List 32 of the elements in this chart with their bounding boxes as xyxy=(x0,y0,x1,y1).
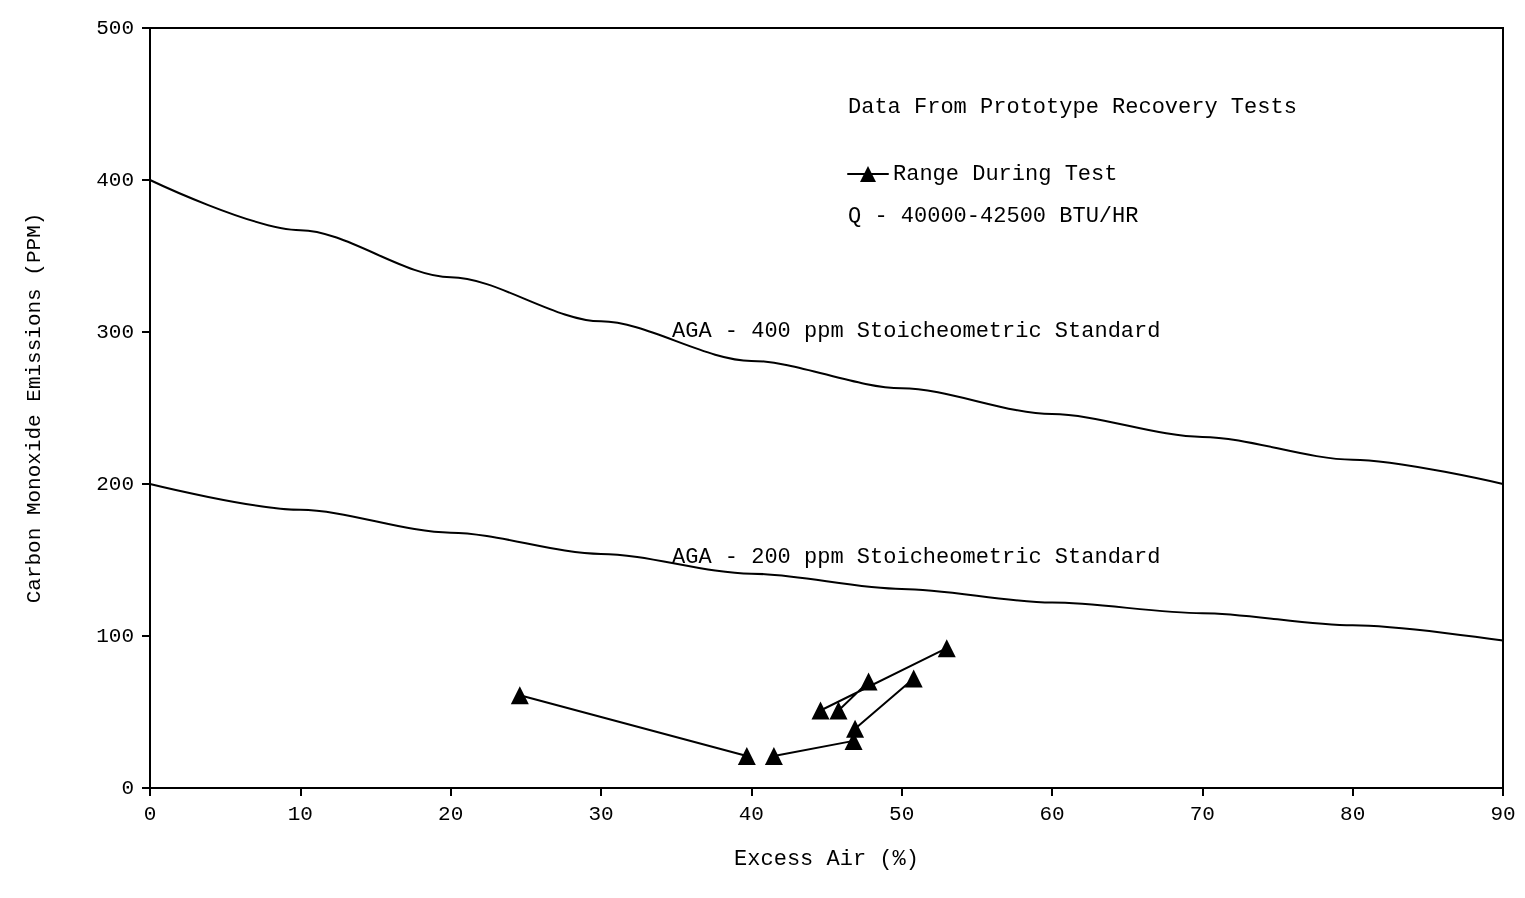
point xyxy=(904,669,923,688)
y-tick-label: 100 xyxy=(96,624,134,648)
x-axis-title: Excess Air (%) xyxy=(734,846,919,872)
point xyxy=(510,686,529,705)
x-tick-label: 80 xyxy=(1340,803,1366,826)
y-tick-label: 300 xyxy=(96,320,134,344)
point xyxy=(737,747,756,766)
x-tick-label: 90 xyxy=(1490,803,1516,826)
point xyxy=(829,701,848,720)
y-tick-label: 500 xyxy=(96,16,134,40)
x-tick-label: 50 xyxy=(889,803,915,826)
y-tick-label: 0 xyxy=(121,776,134,800)
point xyxy=(859,672,878,691)
legend-label: Range During Test xyxy=(893,161,1118,187)
y-tick-label: 200 xyxy=(96,472,134,496)
x-tick-label: 30 xyxy=(588,803,614,826)
y-axis-title: Carbon Monoxide Emissions (PPM) xyxy=(23,212,46,604)
point xyxy=(764,747,783,766)
annotation: Q - 40000-42500 BTU/HR xyxy=(848,203,1139,229)
x-tick-label: 0 xyxy=(143,803,157,826)
x-tick-label: 60 xyxy=(1039,803,1065,826)
point xyxy=(846,719,865,738)
x-tick-label: 70 xyxy=(1189,803,1215,826)
annotation: AGA - 400 ppm Stoicheometric Standard xyxy=(672,318,1161,344)
point xyxy=(937,639,956,658)
annotation: AGA - 200 ppm Stoicheometric Standard xyxy=(672,544,1161,570)
x-tick-label: 10 xyxy=(287,803,313,826)
point xyxy=(811,701,830,720)
x-tick-label: 20 xyxy=(438,803,464,826)
y-tick-label: 400 xyxy=(96,168,134,192)
legend-title: Data From Prototype Recovery Tests xyxy=(848,94,1297,120)
x-tick-label: 40 xyxy=(738,803,764,826)
